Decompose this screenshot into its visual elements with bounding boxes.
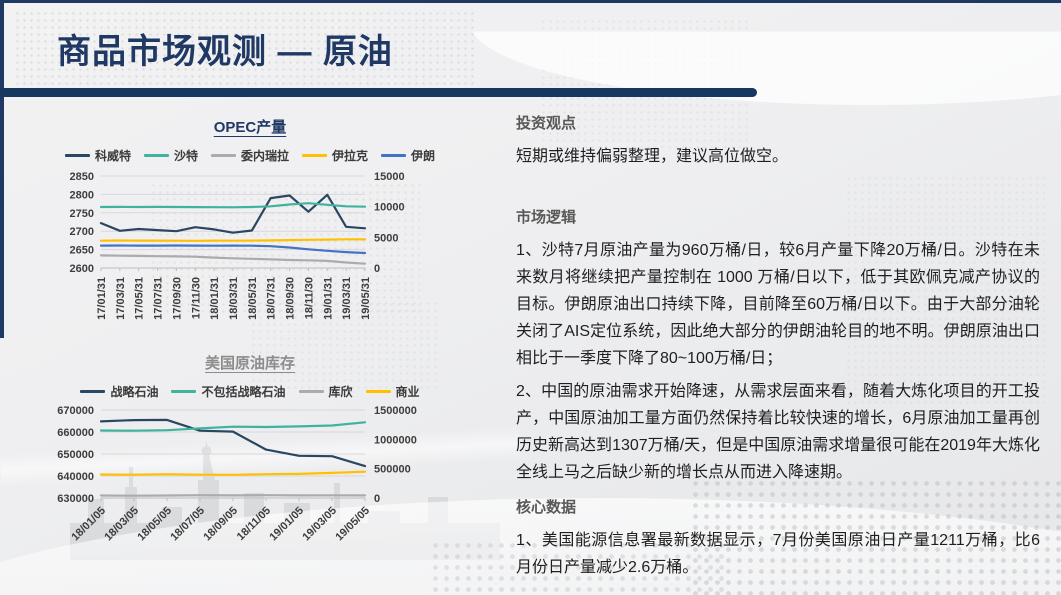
- chart-legend: 科威特 沙特 委内瑞拉 伊拉克 伊朗: [44, 147, 456, 164]
- legend-label: 伊拉克: [332, 149, 369, 163]
- svg-text:2600: 2600: [70, 263, 94, 275]
- legend-label: 科威特: [94, 149, 131, 163]
- legend-line-swatch: [381, 154, 407, 157]
- svg-text:630000: 630000: [57, 493, 94, 505]
- legend-item: 科威特: [64, 147, 131, 164]
- chart-title: 美国原油库存: [204, 355, 295, 372]
- legend-item: 商业: [365, 383, 420, 400]
- svg-text:650000: 650000: [57, 449, 94, 461]
- chart-plot: 2850 2800 2750 2700 2650 2600 15000 10000 5000 0 1…: [44, 166, 456, 347]
- svg-text:17/11/30: 17/11/30: [190, 277, 202, 319]
- svg-text:18/11/05: 18/11/05: [235, 505, 273, 543]
- svg-text:17/01/31: 17/01/31: [96, 277, 108, 320]
- investment-view-text: 短期或维持偏弱整理，建议高位做空。: [516, 148, 789, 165]
- legend-item: 不包括战略石油: [171, 383, 286, 400]
- svg-text:19/03/05: 19/03/05: [300, 505, 339, 544]
- svg-text:640000: 640000: [57, 471, 94, 483]
- market-logic-point-2: 2、中国的原油需求开始降速，从需求层面来看，随着大炼化项目的开工投产，中国原油加…: [516, 383, 1040, 481]
- svg-text:10000: 10000: [374, 202, 405, 214]
- legend-line-swatch: [80, 390, 106, 393]
- core-data-point-1: 1、美国能源信息署最新数据显示，7月份美国原油日产量1211万桶，比6月份日产量…: [516, 532, 1040, 576]
- legend-item: 伊拉克: [302, 147, 368, 164]
- svg-text:17/03/31: 17/03/31: [115, 277, 127, 320]
- legend-label: 不包括战略石油: [201, 385, 286, 399]
- svg-text:18/07/05: 18/07/05: [168, 505, 207, 544]
- svg-text:17/09/30: 17/09/30: [171, 277, 183, 320]
- legend-label: 委内瑞拉: [240, 149, 289, 163]
- legend-line-swatch: [302, 154, 327, 157]
- legend-item: 伊朗: [381, 147, 435, 164]
- legend-line-swatch: [365, 390, 391, 393]
- svg-text:18/05/05: 18/05/05: [135, 505, 174, 544]
- legend-item: 库欣: [298, 383, 353, 400]
- svg-text:19/01/05: 19/01/05: [267, 505, 306, 544]
- svg-text:18/11/30: 18/11/30: [303, 277, 315, 319]
- svg-text:18/09/30: 18/09/30: [285, 277, 297, 320]
- legend-label: 商业: [395, 385, 420, 399]
- svg-text:18/01/05: 18/01/05: [69, 505, 108, 544]
- page-title: 商品市场观测 — 原油: [57, 33, 393, 71]
- section-heading-investment-view: 投资观点: [516, 115, 577, 132]
- legend-item: 沙特: [143, 147, 198, 164]
- section-heading-market-logic: 市场逻辑: [516, 209, 577, 226]
- svg-text:0: 0: [374, 493, 380, 505]
- legend-label: 沙特: [173, 149, 198, 163]
- svg-text:18/03/31: 18/03/31: [228, 277, 240, 320]
- legend-item: 战略石油: [80, 383, 158, 400]
- legend-label: 伊朗: [411, 149, 436, 163]
- svg-text:670000: 670000: [57, 405, 94, 417]
- us-crude-inventory-chart: 美国原油库存 战略石油 不包括战略石油 库欣 商业 670000 660000 65000…: [44, 352, 456, 565]
- legend-line-swatch: [210, 154, 236, 157]
- svg-text:18/09/05: 18/09/05: [201, 505, 240, 544]
- legend-line-swatch: [143, 154, 169, 157]
- svg-text:19/05/31: 19/05/31: [360, 277, 372, 320]
- svg-text:15000: 15000: [374, 171, 405, 183]
- svg-text:19/01/31: 19/01/31: [322, 277, 334, 320]
- legend-label: 库欣: [328, 385, 353, 399]
- legend-line-swatch: [64, 154, 90, 157]
- svg-text:2650: 2650: [70, 245, 94, 257]
- svg-text:1000000: 1000000: [374, 434, 417, 446]
- legend-label: 战略石油: [110, 385, 159, 399]
- analysis-panel: 投资观点 短期或维持偏弱整理，建议高位做空。 市场逻辑 1、沙特7月原油产量为9…: [516, 112, 1040, 581]
- svg-text:18/03/05: 18/03/05: [102, 505, 141, 544]
- chart-plot: 670000 660000 650000 640000 630000 1500000 100…: [44, 402, 456, 565]
- svg-text:18/01/31: 18/01/31: [209, 277, 221, 320]
- svg-text:18/05/31: 18/05/31: [247, 277, 259, 320]
- svg-text:19/05/05: 19/05/05: [333, 505, 372, 544]
- market-logic-point-1: 1、沙特7月原油产量为960万桶/日，较6月产量下降20万桶/日。沙特在未来数月…: [516, 242, 1040, 367]
- legend-line-swatch: [298, 390, 324, 393]
- title-underline-bar: [0, 88, 757, 97]
- svg-text:1500000: 1500000: [374, 405, 417, 417]
- svg-text:0: 0: [374, 263, 380, 275]
- legend-line-swatch: [171, 390, 197, 393]
- svg-text:2850: 2850: [70, 171, 94, 183]
- svg-text:660000: 660000: [57, 427, 94, 439]
- left-accent-bar: [0, 0, 4, 338]
- svg-text:17/07/31: 17/07/31: [153, 277, 165, 320]
- top-accent-line: [0, 0, 1061, 3]
- opec-production-chart: OPEC产量 科威特 沙特 委内瑞拉 伊拉克 伊朗 2850 2800 2750 2700 26…: [44, 116, 456, 347]
- section-heading-core-data: 核心数据: [516, 499, 577, 516]
- legend-item: 委内瑞拉: [210, 147, 289, 164]
- svg-text:500000: 500000: [374, 464, 411, 476]
- svg-text:19/03/31: 19/03/31: [341, 277, 353, 320]
- svg-text:18/07/31: 18/07/31: [266, 277, 278, 320]
- svg-text:5000: 5000: [374, 232, 398, 244]
- chart-legend: 战略石油 不包括战略石油 库欣 商业: [44, 383, 456, 400]
- svg-text:2750: 2750: [70, 208, 94, 220]
- svg-text:2700: 2700: [70, 226, 94, 238]
- svg-text:17/05/31: 17/05/31: [134, 277, 146, 320]
- chart-title: OPEC产量: [213, 119, 287, 136]
- svg-text:2800: 2800: [70, 189, 94, 201]
